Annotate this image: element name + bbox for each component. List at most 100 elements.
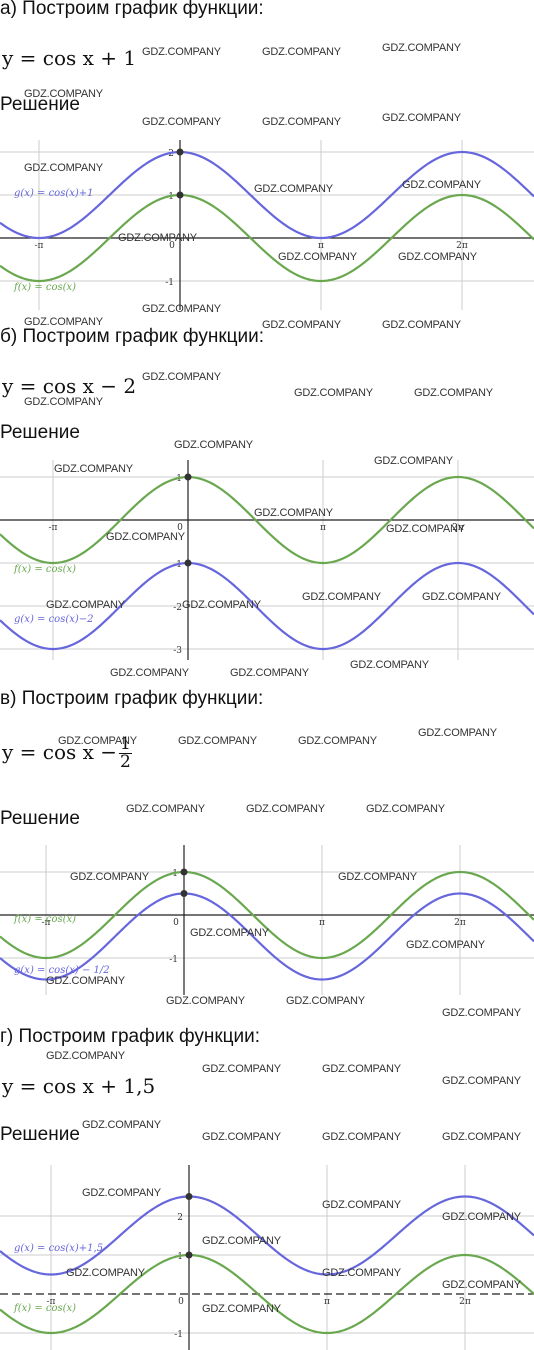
watermark-text: GDZ.COMPANY <box>142 303 221 315</box>
watermark-text: GDZ.COMPANY <box>442 1211 521 1223</box>
section-c-frac-num: 1 <box>119 734 132 754</box>
watermark-text: GDZ.COMPANY <box>254 507 333 519</box>
watermark-text: GDZ.COMPANY <box>202 1131 281 1143</box>
watermark-text: GDZ.COMPANY <box>58 735 137 747</box>
chart-b: -π 0 π 2π1-1-2-3f(x) = cos(x)g(x) = cos(x)−… <box>0 460 534 660</box>
legend-label-1: f(x) = cos(x) <box>13 1303 76 1314</box>
data-point <box>176 191 184 199</box>
section-c-formula-prefix: y = cos x − <box>2 740 118 764</box>
watermark-text: GDZ.COMPANY <box>322 1267 401 1279</box>
x-tick-label: 2π <box>459 1297 471 1307</box>
section-c-formula: y = cos x −1 2 <box>2 736 132 771</box>
x-tick-label: 2π <box>456 241 468 251</box>
watermark-text: GDZ.COMPANY <box>286 995 365 1007</box>
series-line-1 <box>0 561 534 651</box>
watermark-text: GDZ.COMPANY <box>142 116 221 128</box>
y-tick-label: 2 <box>168 149 174 159</box>
watermark-text: GDZ.COMPANY <box>262 46 341 58</box>
legend-label-0: f(x) = cos(x) <box>13 914 76 925</box>
x-tick-label: 0 <box>169 241 175 251</box>
watermark-text: GDZ.COMPANY <box>442 1279 521 1291</box>
watermark-text: GDZ.COMPANY <box>294 387 373 399</box>
section-c-heading: в) Построим график функции: <box>0 688 264 709</box>
watermark-text: GDZ.COMPANY <box>142 371 221 383</box>
watermark-text: GDZ.COMPANY <box>230 667 309 679</box>
section-d-solution-label: Решение <box>0 1124 80 1145</box>
section-c-solution-label: Решение <box>0 808 80 829</box>
watermark-text: GDZ.COMPANY <box>182 599 261 611</box>
x-tick-label: 2π <box>452 523 464 533</box>
watermark-text: GDZ.COMPANY <box>278 251 357 263</box>
watermark-text: GDZ.COMPANY <box>350 659 429 671</box>
legend-label-0: g(x) = cos(x)+1,5 <box>14 1243 103 1254</box>
watermark-text: GDZ.COMPANY <box>46 975 125 987</box>
chart-a: -π 0 π 2π 2 1 -1 g(x) = cos(x)+1 f(x) = cos(x) <box>0 140 534 310</box>
x-tick-label: -π <box>42 918 51 928</box>
watermark-text: GDZ.COMPANY <box>418 727 497 739</box>
watermark-text: GDZ.COMPANY <box>46 1050 125 1062</box>
y-tick-label: -3 <box>173 646 182 656</box>
x-tick-label: -π <box>49 523 58 533</box>
watermark-text: GDZ.COMPANY <box>442 1131 521 1143</box>
data-point <box>185 1193 193 1200</box>
y-tick-label: -1 <box>165 278 174 288</box>
watermark-text: GDZ.COMPANY <box>66 1267 145 1279</box>
watermark-text: GDZ.COMPANY <box>338 871 417 883</box>
watermark-text: GDZ.COMPANY <box>110 667 189 679</box>
series-line-1 <box>0 1253 534 1335</box>
watermark-text: GDZ.COMPANY <box>174 439 253 451</box>
section-c-frac-den: 2 <box>120 752 131 772</box>
chart-d: -π 0 π 2π 2 1 -1 g(x) = cos(x)+1,5 f(x) = cos(x) <box>0 1165 534 1350</box>
legend-label-0: f(x) = cos(x) <box>13 564 76 575</box>
watermark-text: GDZ.COMPANY <box>382 112 461 124</box>
watermark-text: GDZ.COMPANY <box>126 803 205 815</box>
watermark-text: GDZ.COMPANY <box>82 1187 161 1199</box>
watermark-text: GDZ.COMPANY <box>190 927 269 939</box>
data-point <box>180 868 188 876</box>
watermark-text: GDZ.COMPANY <box>82 1119 161 1131</box>
watermark-text: GDZ.COMPANY <box>442 1007 521 1019</box>
watermark-text: GDZ.COMPANY <box>382 42 461 54</box>
data-point <box>184 559 192 567</box>
watermark-text: GDZ.COMPANY <box>142 46 221 58</box>
data-point <box>185 1251 193 1259</box>
series-line-0 <box>0 475 534 565</box>
series-line-1 <box>0 892 534 981</box>
x-tick-label: π <box>318 241 324 251</box>
x-tick-label: -π <box>35 241 44 251</box>
y-tick-label: -1 <box>174 1330 183 1340</box>
watermark-text: GDZ.COMPANY <box>246 803 325 815</box>
data-point <box>184 473 192 481</box>
watermark-text: GDZ.COMPANY <box>442 1075 521 1087</box>
x-tick-label: π <box>319 918 325 928</box>
watermark-text: GDZ.COMPANY <box>398 251 477 263</box>
series-line-0 <box>0 870 534 960</box>
data-point <box>176 148 184 156</box>
section-a-heading: а) Построим график функции: <box>0 0 264 19</box>
series-line-0 <box>0 1195 534 1276</box>
series-line-1 <box>0 193 534 283</box>
y-tick-label: 1 <box>177 1252 183 1262</box>
series-line-0 <box>0 150 534 240</box>
watermark-text: GDZ.COMPANY <box>322 1063 401 1075</box>
data-point <box>180 890 188 897</box>
x-tick-label: 0 <box>177 523 183 533</box>
y-tick-label: 1 <box>168 192 174 202</box>
legend-label-0: g(x) = cos(x)+1 <box>14 188 94 199</box>
watermark-text: GDZ.COMPANY <box>202 1303 281 1315</box>
watermark-text: GDZ.COMPANY <box>202 1235 281 1247</box>
x-tick-label: -π <box>47 1297 56 1307</box>
section-a-solution-label: Решение <box>0 94 80 115</box>
x-tick-label: 0 <box>178 1297 184 1307</box>
watermark-text: GDZ.COMPANY <box>422 591 501 603</box>
section-d-heading: г) Построим график функции: <box>0 1026 261 1047</box>
legend-label-1: g(x) = cos(x)−2 <box>14 614 94 625</box>
watermark-text: GDZ.COMPANY <box>202 1063 281 1075</box>
x-tick-label: π <box>320 523 326 533</box>
x-tick-label: 0 <box>173 918 179 928</box>
section-b-formula: y = cos x − 2 <box>2 374 137 398</box>
watermark-text: GDZ.COMPANY <box>322 1131 401 1143</box>
watermark-text: GDZ.COMPANY <box>54 463 133 475</box>
